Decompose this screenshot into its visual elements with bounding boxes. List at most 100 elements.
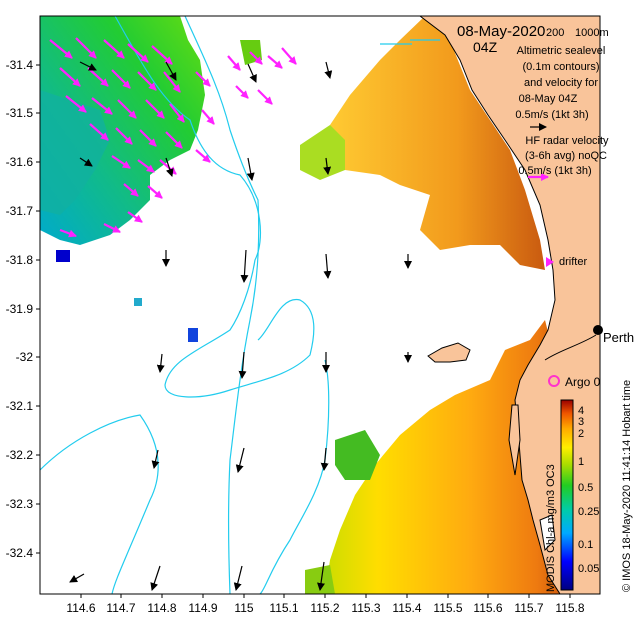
perth-city-marker	[593, 325, 603, 335]
chl-patch-south-green	[335, 430, 380, 480]
alt-arrow	[317, 561, 325, 591]
alt-arrow	[238, 351, 247, 379]
hf-arrow	[249, 51, 263, 65]
hf-arrow	[87, 67, 109, 87]
hf-arrow	[267, 55, 283, 69]
legend-line: 0.5m/s (1kt 3h)	[518, 165, 591, 177]
chl-speck-teal-1	[134, 298, 142, 306]
colorbar-tick: 3	[578, 416, 584, 428]
hf-arrow	[59, 67, 81, 87]
x-tick-labels: 114.6 114.7 114.8 114.9 115 115.1 115.2 …	[66, 601, 584, 615]
contour-east	[259, 359, 330, 595]
altimetry-arrows	[69, 61, 547, 591]
imos-credit: © IMOS 18-May-2020 11:41:14 Hobart time	[621, 380, 633, 592]
x-tick-label: 115.6	[473, 601, 502, 615]
hf-arrow	[151, 45, 173, 65]
legend-line: (3-6h avg) noQC	[525, 150, 607, 162]
alt-arrow	[79, 157, 93, 167]
x-tick-label: 115.3	[351, 601, 380, 615]
colorbar-tick: 0.05	[578, 563, 599, 575]
x-tick-label: 114.7	[106, 601, 135, 615]
hf-arrow	[137, 71, 157, 91]
hf-arrow	[169, 103, 185, 123]
colorbar-tick: 0.25	[578, 506, 599, 518]
hf-arrow	[75, 37, 97, 59]
legend-line: (0.1m contours)	[522, 61, 599, 73]
perth-label: Perth	[603, 330, 634, 345]
legend-line: HF radar velocity	[525, 135, 609, 147]
hf-arrow	[123, 183, 139, 197]
argo-float-marker	[548, 375, 560, 387]
colorbar-title: MODIS Chl-a mg/m3 OC3	[545, 464, 557, 592]
hf-arrow	[165, 131, 183, 149]
alt-arrow	[323, 253, 332, 279]
y-tick-label: -32.2	[6, 448, 34, 462]
hf-arrow	[235, 85, 249, 99]
colorbar-tick: 4	[578, 405, 584, 417]
y-tick-label: -32.1	[6, 399, 34, 413]
contour-200m	[114, 15, 315, 398]
alt-arrow	[151, 449, 160, 469]
alt-arrow	[247, 63, 257, 83]
x-tick-label: 115.8	[555, 601, 584, 615]
hf-arrow	[49, 39, 73, 59]
x-tick-label: 115.1	[269, 601, 298, 615]
header-date: 08-May-2020	[457, 23, 545, 40]
y-tick-label: -32	[16, 350, 34, 364]
x-tick-label: 115.7	[514, 601, 543, 615]
land-area	[418, 15, 601, 595]
legend-hf-radar: HF radar velocity (3-6h avg) noQC 0.5m/s…	[518, 135, 609, 177]
hf-arrow	[117, 99, 137, 119]
hf-radar-arrows	[49, 37, 549, 238]
x-tick-label: 114.9	[188, 601, 217, 615]
rottnest-island	[427, 342, 471, 363]
hf-arrow	[201, 109, 215, 125]
y-tick-label: -31.4	[6, 58, 34, 72]
contour-1000m	[184, 15, 260, 595]
hf-arrow	[103, 39, 125, 59]
y-tick-label: -31.8	[6, 253, 34, 267]
x-tick-label: 114.8	[147, 601, 176, 615]
hf-arrow	[195, 71, 211, 87]
y-tick-label: -31.6	[6, 155, 34, 169]
hf-arrow	[281, 47, 297, 65]
hf-arrow	[137, 159, 155, 173]
peel-inlet	[539, 514, 556, 552]
legend-line: 08-May 04Z	[519, 93, 578, 105]
hf-arrow	[111, 69, 131, 89]
hf-arrow	[103, 223, 121, 233]
hf-arrow	[163, 71, 181, 93]
alt-arrow	[233, 565, 243, 591]
y-tick-marks	[36, 64, 40, 554]
drifter-marker-icon	[546, 257, 554, 267]
x-tick-label: 115.5	[433, 601, 462, 615]
chl-speck-blue-2	[188, 328, 198, 342]
x-tick-label: 115.2	[310, 601, 339, 615]
header-hour: 04Z	[473, 39, 498, 55]
colorbar	[560, 399, 574, 591]
garden-island	[508, 404, 521, 476]
chl-patch-south-lime	[305, 565, 335, 594]
y-tick-label: -31.9	[6, 302, 34, 316]
argo-label: Argo 0	[565, 375, 601, 389]
colorbar-tick: 0.1	[578, 539, 593, 551]
hf-arrow	[127, 43, 149, 63]
hf-arrow	[195, 149, 211, 163]
alt-arrow	[324, 61, 333, 79]
chl-patch-northwest-blue	[40, 90, 110, 215]
colorbar-tick: 2	[578, 428, 584, 440]
chl-patch-coastal-north-yellow	[300, 125, 345, 180]
alt-arrow	[150, 565, 161, 591]
depth-label-200: 200	[546, 27, 564, 39]
legend-altimetry: Altimetric sealevel (0.1m contours) and …	[515, 45, 605, 121]
y-tick-label: -31.5	[6, 106, 34, 120]
alt-arrow	[165, 157, 174, 177]
hf-arrow	[257, 89, 273, 105]
colorbar-tick: 0.5	[578, 482, 593, 494]
hf-arrow	[89, 123, 109, 141]
alt-arrow	[165, 61, 177, 81]
colorbar-tick-labels: 4 3 2 1 0.5 0.25 0.1 0.05	[578, 405, 599, 575]
alt-arrow	[156, 353, 165, 373]
alt-arrow	[323, 157, 332, 175]
